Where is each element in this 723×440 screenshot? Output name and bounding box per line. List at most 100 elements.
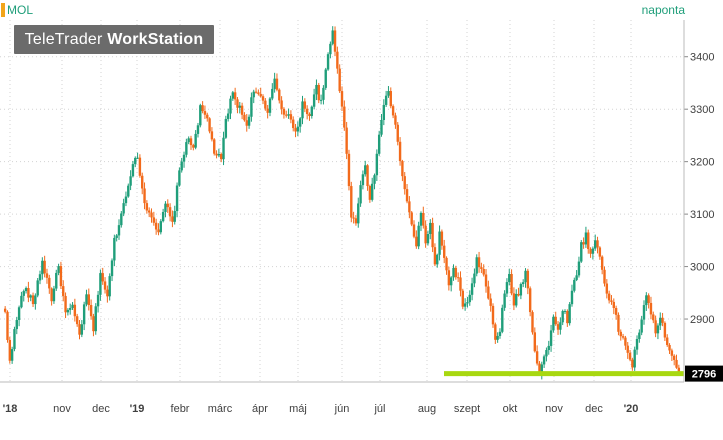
candle-body (475, 257, 478, 274)
candle-body (568, 304, 571, 324)
x-tick-label: febr (171, 403, 190, 415)
candle-body (141, 175, 144, 189)
candle-body (217, 153, 221, 156)
candle-body (243, 114, 246, 121)
candle-body (612, 301, 615, 309)
candle-body (364, 165, 367, 175)
candle-body (308, 114, 311, 117)
candle-body (131, 164, 135, 177)
candle-body (326, 54, 330, 70)
candle-body (282, 108, 286, 115)
candle-body (347, 153, 351, 187)
candle-body (180, 161, 183, 171)
x-tick-label: '19 (130, 403, 145, 415)
candles (3, 26, 681, 380)
candle-body (305, 108, 309, 115)
candle-body (108, 276, 111, 297)
candle-body (524, 270, 527, 283)
candle-body (359, 185, 362, 204)
candle-body (82, 304, 86, 325)
candle-body (361, 174, 365, 186)
period-label: naponta (641, 3, 685, 17)
candle-body (642, 305, 646, 320)
candle-body (545, 349, 548, 357)
candle-body (461, 290, 464, 307)
candle-body (594, 240, 597, 249)
candle-body (66, 309, 70, 313)
candle-body (161, 211, 165, 222)
candle-body (350, 186, 353, 218)
candle-body (377, 134, 381, 154)
candle-body (463, 303, 467, 307)
candle-body (672, 355, 676, 360)
candle-body (582, 242, 585, 245)
candle-body (17, 307, 21, 320)
candle-body (143, 188, 146, 204)
candle-body (470, 283, 474, 295)
candle-body (561, 311, 564, 323)
x-tick-label: okt (503, 403, 518, 415)
candle-body (340, 91, 344, 107)
candle-body (535, 351, 539, 364)
candle-body (210, 131, 214, 140)
candle-body (580, 242, 583, 262)
candle-body (187, 138, 190, 143)
candle-body (607, 293, 611, 301)
candle-body (203, 111, 207, 115)
candle-body (134, 157, 137, 165)
candle-body (598, 247, 602, 257)
candle-body (661, 317, 664, 323)
candle-body (166, 203, 169, 208)
candle-body (138, 157, 142, 176)
candle-body (229, 98, 232, 114)
x-tick-label: jún (334, 403, 350, 415)
candle-body (171, 216, 174, 222)
x-tick-label: aug (418, 403, 436, 415)
candle-body (117, 225, 121, 236)
candle-body (201, 105, 204, 112)
candle-body (10, 349, 14, 361)
candle-body (69, 307, 72, 310)
candle-body (38, 274, 42, 281)
candle-body (512, 293, 516, 306)
candle-body (549, 330, 553, 346)
last-price-label: 2796 (692, 369, 716, 381)
x-tick-label: nov (53, 403, 71, 415)
candle-body (294, 128, 297, 132)
candle-body (15, 319, 18, 330)
candle-body (345, 127, 348, 154)
candle-body (519, 284, 523, 296)
candle-body (3, 308, 7, 312)
candle-body (677, 367, 681, 373)
candle-body (24, 288, 28, 292)
logo-regular-text: TeleTrader (24, 31, 103, 48)
candle-body (113, 237, 116, 261)
candle-body (36, 280, 39, 296)
candle-body (645, 295, 648, 306)
candle-body (73, 304, 77, 317)
candle-body (408, 201, 411, 213)
candle-body (196, 125, 200, 134)
candle-body (71, 304, 74, 308)
x-tick-label: dec (585, 403, 603, 415)
candle-body (115, 235, 118, 238)
candle-body (159, 221, 163, 233)
candle-body (466, 302, 469, 304)
candle-body (231, 92, 235, 99)
support-layer: 2796 (444, 365, 723, 382)
candle-body (389, 91, 392, 107)
candle-body (289, 114, 293, 120)
candle-body (401, 161, 404, 177)
candle-body (194, 133, 197, 148)
candle-body (34, 295, 37, 305)
candle-body (540, 364, 543, 374)
candle-body (526, 270, 530, 289)
candle-body (387, 91, 390, 96)
x-axis: '18 nov dec '19 febr márc ápr máj jún júl aug szept… (0, 381, 684, 415)
candle-body (531, 312, 534, 333)
candle-body (129, 176, 132, 186)
candle-body (285, 114, 288, 116)
candle-body (452, 267, 455, 278)
candle-body (610, 300, 613, 302)
candle-body (647, 295, 650, 303)
